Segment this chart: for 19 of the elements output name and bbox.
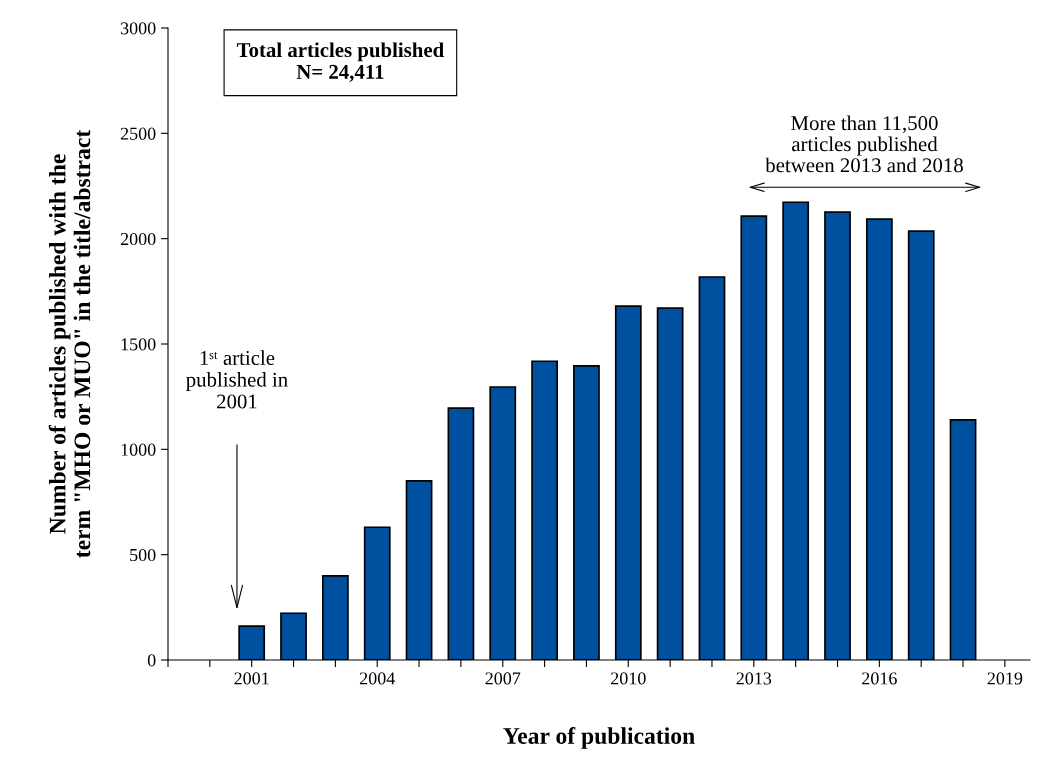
y-tick-label: 1000 bbox=[121, 443, 156, 456]
x-axis-title: Year of publication bbox=[503, 727, 695, 749]
x-tick-label: 2013 bbox=[736, 672, 772, 685]
x-tick-label: 2019 bbox=[987, 672, 1023, 685]
x-tick-label: 2010 bbox=[611, 672, 646, 685]
x-tick-label: 2004 bbox=[359, 672, 395, 685]
x-tick-label: 2016 bbox=[862, 672, 897, 685]
y-tick-label: 2500 bbox=[120, 127, 156, 140]
y-tick-label: 1500 bbox=[121, 338, 156, 351]
x-tick-label: 2001 bbox=[234, 672, 269, 685]
annotation: More than 11,500 articles published between 2013 and 2018 bbox=[765, 115, 963, 173]
y-tick-label: 500 bbox=[130, 548, 156, 562]
y-tick-label: 2000 bbox=[120, 232, 156, 246]
x-tick-label: 2007 bbox=[485, 672, 521, 685]
y-axis-title: Number of articles published with the term "MHO or MUO" in the title/abstract bbox=[48, 129, 91, 558]
y-tick-label: 3000 bbox=[120, 22, 156, 35]
y-tick-label: 0 bbox=[147, 654, 156, 667]
annotation: Total articles published N= 24,411 bbox=[236, 42, 444, 82]
annotation: 1ˢᵗ article published in 2001 bbox=[186, 350, 288, 409]
